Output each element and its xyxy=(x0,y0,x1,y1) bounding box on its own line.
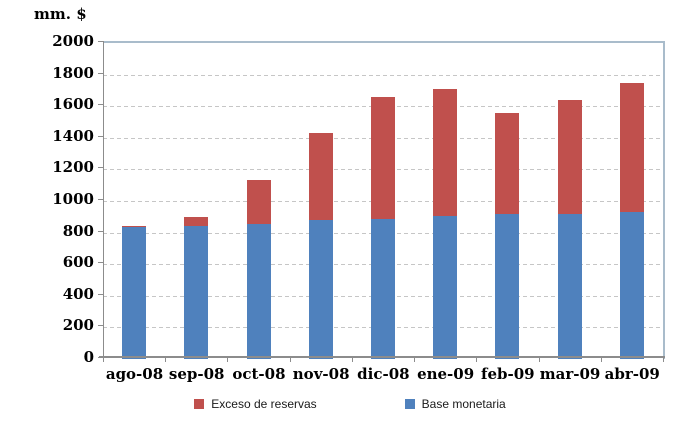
bar-segment-exceso-de-reservas xyxy=(557,99,582,214)
bar-group-ene-09 xyxy=(414,43,476,359)
legend-label: Exceso de reservas xyxy=(211,397,317,411)
y-tick-mark xyxy=(98,357,103,358)
bar-segment-exceso-de-reservas xyxy=(619,82,644,213)
bar-stack xyxy=(370,96,395,359)
bar-segment-base-monetaria xyxy=(619,212,644,359)
x-tick-mark xyxy=(351,358,353,362)
gridline xyxy=(103,74,663,76)
bar-segment-base-monetaria xyxy=(308,219,333,359)
x-tick-mark xyxy=(663,358,664,362)
y-tick-label: 400 xyxy=(62,284,94,303)
x-tick-mark xyxy=(289,358,291,362)
bar-segment-base-monetaria xyxy=(370,219,395,359)
x-tick-mark xyxy=(476,358,478,362)
y-tick-label: 1000 xyxy=(52,190,94,208)
legend-marker-red-square-icon xyxy=(194,399,205,409)
bar-segment-exceso-de-reservas xyxy=(433,88,458,217)
x-tick-label: feb-09 xyxy=(481,365,535,383)
x-tick-mark xyxy=(103,358,104,362)
bar-segment-base-monetaria xyxy=(557,213,582,359)
x-tick-mark xyxy=(600,358,602,362)
bar-segment-exceso-de-reservas xyxy=(122,226,147,228)
bar-segment-exceso-de-reservas xyxy=(370,96,395,220)
y-tick-label: 200 xyxy=(62,316,94,335)
y-tick-mark xyxy=(98,72,103,74)
y-tick-mark xyxy=(98,167,103,169)
y-tick-label: 600 xyxy=(62,253,94,272)
x-tick-label: nov-08 xyxy=(292,365,350,383)
bar-group-mar-09 xyxy=(539,43,601,359)
y-tick-mark xyxy=(98,325,103,327)
y-tick-label: 800 xyxy=(62,221,94,240)
bar-group-ago-08 xyxy=(103,43,165,359)
bar-group-feb-09 xyxy=(476,43,538,359)
y-tick-mark xyxy=(98,293,103,295)
y-tick-mark xyxy=(98,135,103,137)
legend-item-base-monetaria: Base monetaria xyxy=(404,397,506,411)
y-tick-mark xyxy=(98,41,103,42)
bar-group-nov-08 xyxy=(290,43,352,359)
x-tick-mark xyxy=(165,358,167,362)
x-tick-label: abr-09 xyxy=(604,365,660,383)
bar-stack xyxy=(184,216,209,359)
y-tick-label: 1600 xyxy=(52,95,94,114)
bar-segment-exceso-de-reservas xyxy=(184,216,209,227)
x-tick-label: sep-08 xyxy=(168,365,225,383)
y-tick-label: 0 xyxy=(83,348,94,366)
legend-label: Base monetaria xyxy=(421,397,506,411)
legend: Exceso de reservas Base monetaria xyxy=(0,397,700,411)
y-tick-mark xyxy=(98,230,103,232)
bar-group-sep-08 xyxy=(165,43,227,359)
bar-segment-base-monetaria xyxy=(122,227,147,359)
y-tick-label: 1400 xyxy=(52,126,94,145)
bars-layer xyxy=(103,43,663,359)
bar-segment-exceso-de-reservas xyxy=(308,133,333,220)
y-tick-mark xyxy=(98,104,103,106)
bar-segment-base-monetaria xyxy=(495,214,520,359)
y-tick-mark xyxy=(98,199,103,200)
x-tick-label: dic-08 xyxy=(357,365,410,383)
x-tick-mark xyxy=(414,358,416,362)
bar-stack xyxy=(495,112,520,359)
bar-group-dic-08 xyxy=(352,43,414,359)
y-axis-unit-label: mm. $ xyxy=(34,5,87,23)
x-tick-label: mar-09 xyxy=(539,365,601,383)
bar-group-abr-09 xyxy=(601,43,663,359)
x-tick-label: ago-08 xyxy=(105,365,164,383)
bar-stack xyxy=(308,133,333,359)
y-tick-mark xyxy=(98,262,103,264)
x-tick-mark xyxy=(227,358,229,362)
bar-segment-exceso-de-reservas xyxy=(495,112,520,215)
bar-stack xyxy=(433,88,458,359)
y-axis-line xyxy=(103,41,104,359)
bar-segment-base-monetaria xyxy=(246,223,271,359)
bar-stack xyxy=(619,82,644,359)
bar-stack xyxy=(246,180,271,359)
y-tick-label: 1800 xyxy=(52,63,94,82)
bar-segment-base-monetaria xyxy=(433,216,458,359)
bar-stack xyxy=(557,99,582,359)
bar-segment-base-monetaria xyxy=(184,226,209,359)
x-tick-label: oct-08 xyxy=(232,365,286,383)
legend-item-exceso-de-reservas: Exceso de reservas xyxy=(194,397,317,411)
bar-segment-exceso-de-reservas xyxy=(246,180,271,224)
y-tick-label: 2000 xyxy=(52,32,94,50)
y-tick-label: 1200 xyxy=(52,158,94,177)
bar-group-oct-08 xyxy=(227,43,289,359)
x-axis-line xyxy=(99,356,665,358)
bar-stack xyxy=(122,226,147,359)
plot-area xyxy=(103,41,665,359)
legend-marker-blue-square-icon xyxy=(404,399,415,409)
x-tick-label: ene-09 xyxy=(417,365,475,383)
x-tick-mark xyxy=(538,358,540,362)
